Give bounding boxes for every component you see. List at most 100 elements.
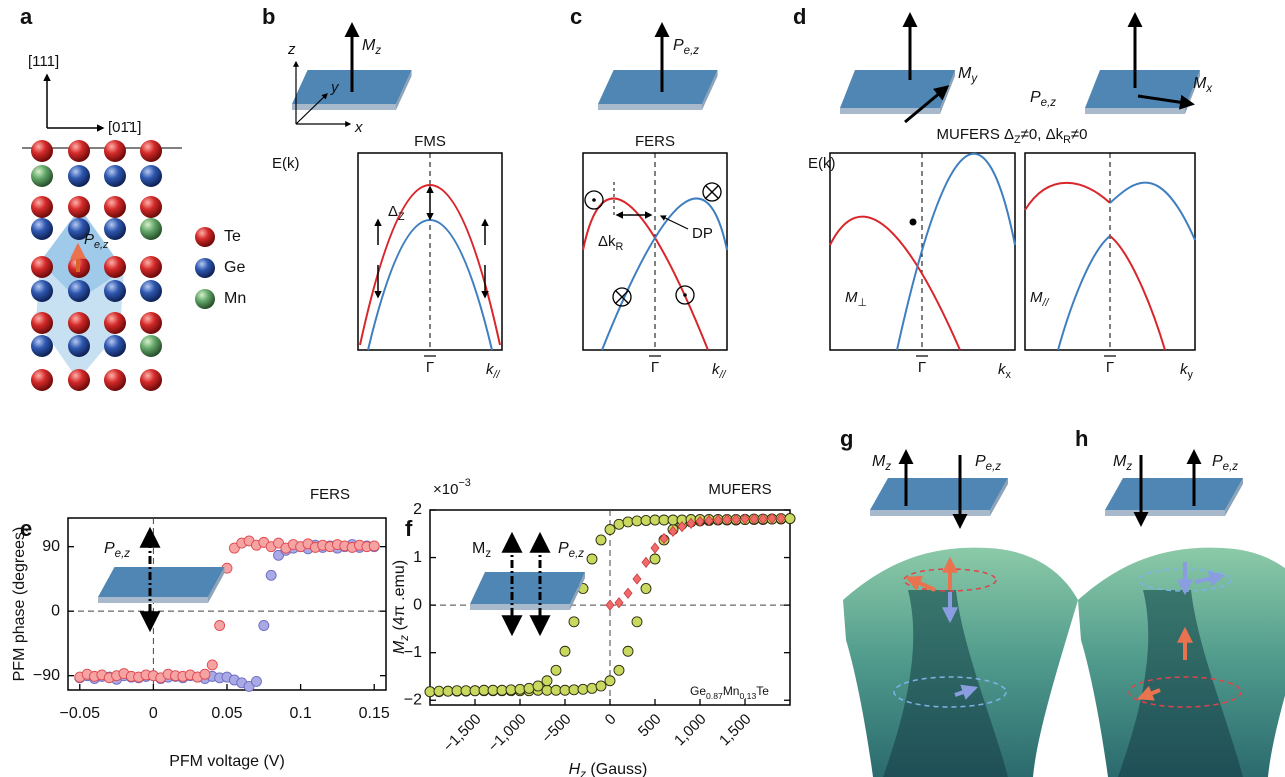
text-part: P	[1030, 89, 1041, 106]
label: z	[287, 41, 296, 58]
atom	[31, 280, 53, 302]
subscript: e,z	[1041, 97, 1057, 109]
label: Mx	[1193, 75, 1213, 95]
slab-top	[870, 478, 1008, 510]
data-point	[767, 512, 777, 525]
band	[601, 197, 728, 351]
data-point	[631, 616, 643, 628]
text-part: (4π .emu)	[391, 560, 408, 635]
subscript: //	[493, 369, 501, 381]
superscript: −3	[458, 477, 470, 489]
data-point	[586, 553, 598, 565]
text-part: Δk	[598, 233, 616, 250]
data-point	[776, 512, 786, 525]
text-part: Te	[756, 684, 769, 698]
subscript: 0.13	[739, 691, 756, 701]
data-point	[250, 675, 262, 687]
data-point	[650, 542, 660, 554]
band	[367, 219, 493, 351]
slab-side	[870, 510, 990, 516]
data-point	[667, 514, 679, 526]
subscript: x	[1006, 369, 1012, 381]
chart-title: MUFERS	[708, 481, 771, 498]
text-part: ×10	[433, 481, 458, 498]
label: Pe,z	[104, 540, 130, 560]
text-part: M	[872, 453, 886, 470]
data-point	[641, 556, 651, 568]
atom	[31, 335, 53, 357]
atom	[68, 280, 90, 302]
legend-atom	[195, 227, 215, 247]
text-part: Mn	[723, 684, 740, 698]
subscript: e,z	[986, 461, 1002, 473]
data-point	[228, 542, 240, 554]
panel-label: a	[20, 4, 33, 29]
data-point	[559, 645, 571, 657]
atom	[68, 140, 90, 162]
gamma-label: Γ	[1106, 359, 1114, 376]
slab-top	[470, 572, 585, 604]
label: Pe,z	[558, 540, 584, 560]
spin-out	[592, 198, 596, 202]
subscript: y	[970, 73, 978, 85]
text-part: M	[1030, 289, 1043, 306]
panel-label: g	[840, 426, 853, 451]
panel-title: FMS	[414, 133, 446, 150]
atom	[31, 312, 53, 334]
legend-label: Te	[224, 228, 241, 245]
atom	[31, 218, 53, 240]
atom	[104, 256, 126, 278]
spin-texture	[1128, 676, 1242, 708]
atom	[140, 280, 162, 302]
data-point	[487, 684, 499, 696]
text-part: k	[486, 361, 495, 378]
x-axis-label: PFM voltage (V)	[169, 753, 285, 770]
spin-arrow	[954, 684, 979, 700]
label: Mz	[362, 37, 381, 57]
legend-label: Ge	[224, 259, 245, 276]
panel-label: c	[570, 4, 582, 29]
atom	[68, 312, 90, 334]
label: Pe,z	[975, 453, 1001, 473]
band-surface	[883, 590, 1008, 777]
legend-label: Mn	[224, 290, 246, 307]
band	[582, 197, 709, 351]
band-surface	[1118, 590, 1243, 777]
data-point	[273, 537, 284, 549]
x-tick-label: 1,000	[671, 711, 710, 750]
atom	[68, 335, 90, 357]
data-point	[559, 684, 571, 696]
atom	[140, 369, 162, 391]
slab-top	[840, 70, 955, 108]
subscript: x	[1205, 83, 1213, 95]
label: y	[330, 79, 340, 96]
slab-side	[1105, 510, 1225, 516]
spin-arrow	[1194, 570, 1226, 587]
text-part: H	[569, 761, 581, 777]
label: My	[958, 65, 978, 85]
slab-top	[598, 70, 718, 104]
x-tick-label: 0.1	[289, 705, 311, 722]
spin-in	[615, 290, 629, 304]
chart-title: FERS	[310, 486, 350, 503]
data-point	[704, 514, 714, 527]
spin-in	[702, 182, 722, 202]
data-point	[532, 680, 544, 692]
y-tick-label: 2	[413, 501, 422, 518]
atom	[140, 140, 162, 162]
data-point	[595, 534, 607, 546]
atom	[31, 140, 53, 162]
text-part: (Gauss)	[586, 761, 647, 777]
label: M//	[1030, 289, 1049, 309]
data-point	[686, 517, 696, 529]
data-point	[695, 515, 705, 528]
legend-atom	[195, 289, 215, 309]
y-axis-label: PFM phase (degrees)	[11, 527, 28, 682]
atom	[68, 196, 90, 218]
data-point	[577, 683, 589, 695]
label: Mz	[472, 540, 491, 560]
label: Mz	[1113, 453, 1132, 473]
data-point	[199, 668, 211, 680]
data-point	[622, 645, 634, 657]
